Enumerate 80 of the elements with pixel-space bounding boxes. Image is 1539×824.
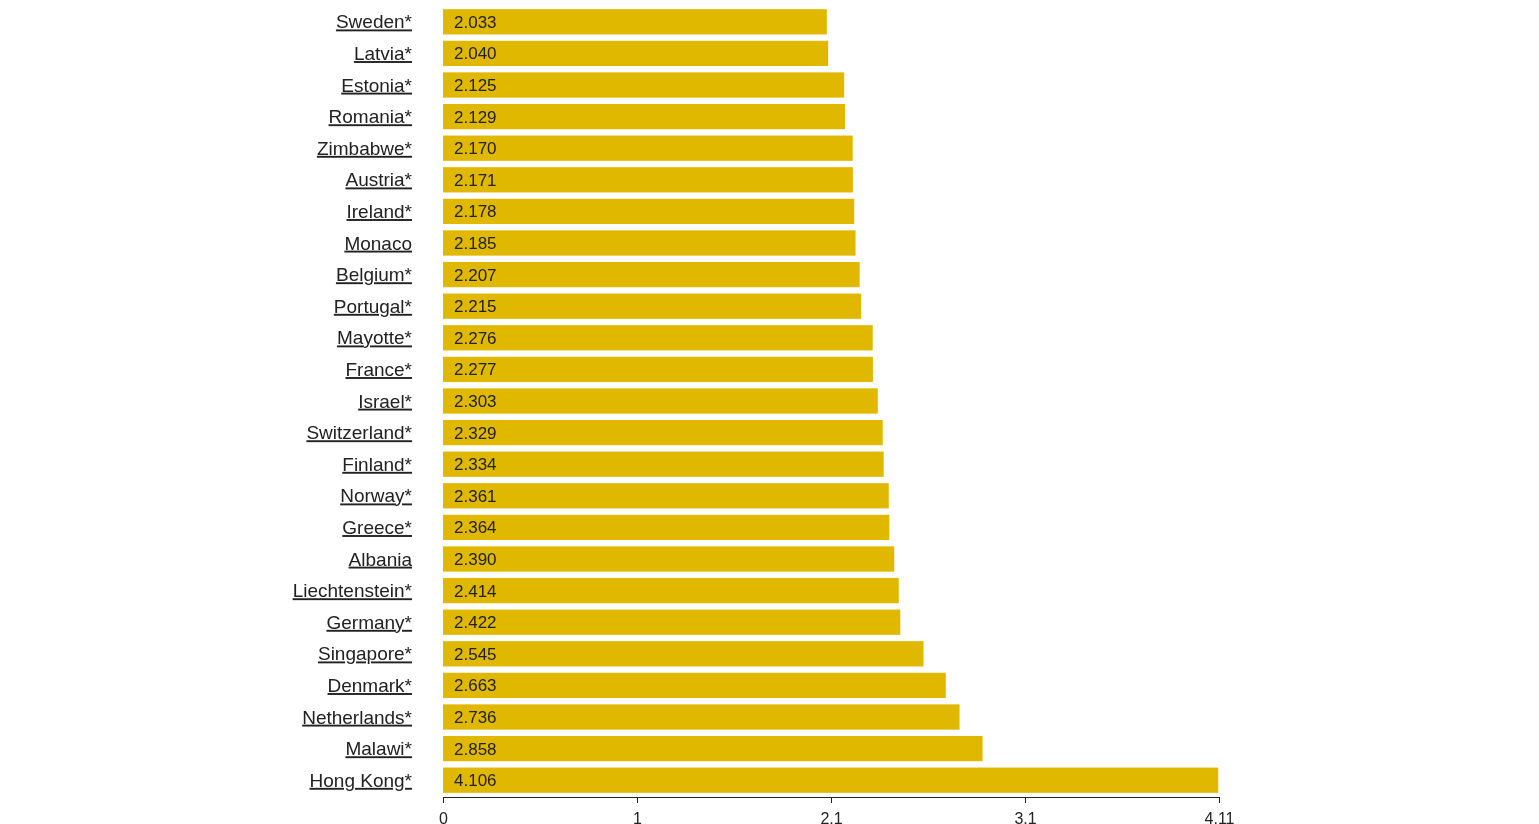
data-label: 2.276 xyxy=(454,328,497,348)
data-label: 2.663 xyxy=(454,676,497,696)
y-tick-label: Sweden* xyxy=(335,11,413,33)
data-label: 2.736 xyxy=(454,707,497,727)
bar xyxy=(443,735,983,762)
x-tick-label: 1 xyxy=(633,809,643,824)
bar xyxy=(443,261,860,288)
y-tick-label: Austria* xyxy=(345,169,413,191)
bar xyxy=(443,40,829,67)
y-tick-label: Portugal* xyxy=(333,295,413,317)
y-tick-label: Malawi* xyxy=(345,738,413,760)
x-tick-label: 3.1 xyxy=(1014,809,1037,824)
bar xyxy=(443,672,946,699)
bar xyxy=(443,577,899,604)
y-tick-label: Israel* xyxy=(358,390,413,412)
bar xyxy=(443,230,856,256)
y-tick-label: Belgium* xyxy=(335,264,413,286)
bar xyxy=(443,704,960,730)
y-tick-label: Albania xyxy=(348,548,413,570)
y-tick-label: Greece* xyxy=(342,517,413,539)
bar xyxy=(443,135,853,161)
bar xyxy=(443,767,1219,793)
bar xyxy=(443,514,890,541)
y-tick-label: Finland* xyxy=(342,453,413,475)
y-tick-label: Singapore* xyxy=(317,643,413,665)
bar xyxy=(443,483,889,509)
y-tick-label: Zimbabwe* xyxy=(316,137,413,159)
y-tick-label: Netherlands* xyxy=(302,706,413,728)
data-label: 2.422 xyxy=(454,613,497,633)
bar xyxy=(443,293,862,319)
data-label: 2.545 xyxy=(454,644,497,664)
bar xyxy=(443,198,855,225)
data-label: 2.334 xyxy=(454,455,497,475)
data-label: 2.185 xyxy=(454,233,497,253)
y-tick-label: Switzerland* xyxy=(306,422,413,444)
bar xyxy=(443,325,873,351)
data-label: 2.033 xyxy=(454,12,497,32)
data-label: 2.129 xyxy=(454,107,497,127)
bar xyxy=(443,419,883,446)
data-label: 2.361 xyxy=(454,486,497,506)
y-tick-label: Monaco xyxy=(344,232,412,254)
y-tick-label: Norway* xyxy=(340,485,413,507)
data-label: 2.215 xyxy=(454,297,497,317)
data-label: 2.390 xyxy=(454,549,497,569)
data-label: 2.364 xyxy=(454,518,497,538)
y-tick-label: Denmark* xyxy=(327,675,413,697)
data-label: 2.414 xyxy=(454,581,497,601)
data-label: 2.178 xyxy=(454,202,497,222)
y-tick-label: Ireland* xyxy=(346,201,413,223)
bar xyxy=(443,167,853,193)
bar xyxy=(443,103,845,130)
x-tick-label: 0 xyxy=(439,809,449,824)
y-tick-label: Mayotte* xyxy=(337,327,413,349)
bar xyxy=(443,546,895,572)
data-label: 2.207 xyxy=(454,265,497,285)
y-tick-label: France* xyxy=(345,359,413,381)
y-tick-label: Liechtenstein* xyxy=(292,580,413,602)
data-label: 2.303 xyxy=(454,391,497,411)
y-tick-label: Estonia* xyxy=(341,74,413,96)
data-label: 2.170 xyxy=(454,139,497,159)
bar xyxy=(443,451,884,477)
data-label: 2.125 xyxy=(454,75,497,95)
data-label: 2.858 xyxy=(454,739,497,759)
x-tick-label: 4.11 xyxy=(1204,809,1235,824)
x-tick-label: 2.1 xyxy=(820,809,843,824)
y-tick-label: Latvia* xyxy=(353,43,413,65)
y-tick-label: Hong Kong* xyxy=(309,769,413,791)
data-label: 2.329 xyxy=(454,423,497,443)
data-label: 2.040 xyxy=(454,44,497,64)
bar xyxy=(443,9,827,35)
bar xyxy=(443,72,845,98)
data-label: 4.106 xyxy=(454,771,497,791)
bar xyxy=(443,609,901,635)
data-label: 2.277 xyxy=(454,360,497,380)
data-label: 2.171 xyxy=(454,170,497,190)
y-tick-label: Germany* xyxy=(326,611,413,633)
bar xyxy=(443,356,873,383)
bar xyxy=(443,641,924,667)
bar xyxy=(443,388,878,414)
y-tick-label: Romania* xyxy=(328,106,413,128)
